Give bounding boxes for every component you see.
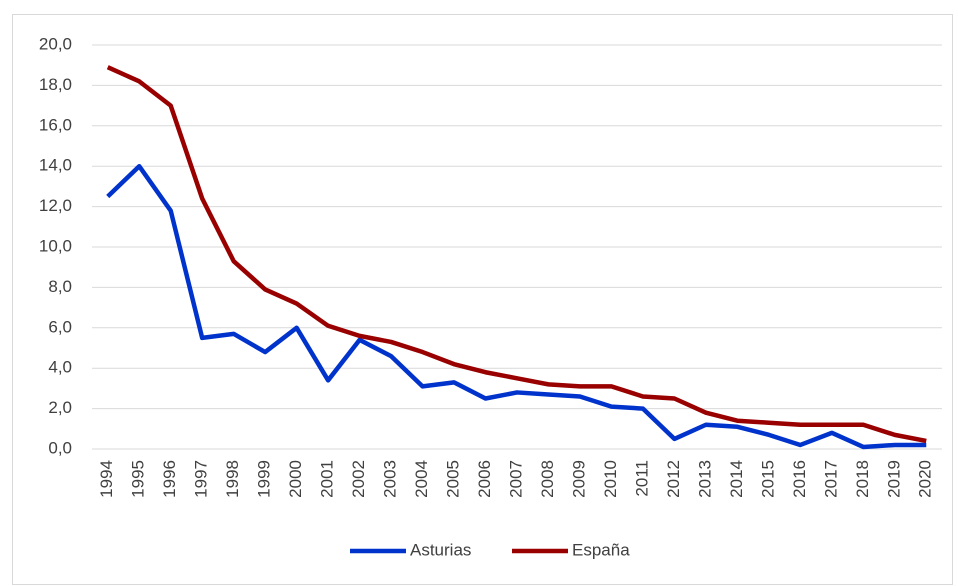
x-tick-label: 1994 <box>97 460 116 498</box>
legend-label: España <box>572 540 630 559</box>
series-line <box>106 65 927 444</box>
chart-border <box>12 14 953 585</box>
x-tick-label: 2010 <box>601 460 620 498</box>
x-tick-label: 2014 <box>727 460 746 498</box>
y-tick-label: 8,0 <box>48 277 72 296</box>
y-tick-label: 18,0 <box>39 75 72 94</box>
x-tick-label: 1995 <box>129 460 148 498</box>
y-tick-label: 20,0 <box>39 34 72 53</box>
x-tick-label: 2018 <box>853 460 872 498</box>
x-tick-label: 2008 <box>538 460 557 498</box>
x-tick-label: 1998 <box>223 460 242 498</box>
x-tick-label: 2000 <box>286 460 305 498</box>
x-tick-label: 1996 <box>160 460 179 498</box>
x-tick-label: 2017 <box>821 460 840 498</box>
y-tick-label: 14,0 <box>39 156 72 175</box>
x-tick-label: 2001 <box>318 460 337 498</box>
series-line <box>106 163 927 450</box>
x-tick-label: 1997 <box>192 460 211 498</box>
x-tick-label: 2004 <box>412 460 431 498</box>
x-tick-label: 2011 <box>632 460 651 497</box>
x-tick-label: 2019 <box>884 460 903 498</box>
y-tick-label: 16,0 <box>39 115 72 134</box>
y-tick-label: 12,0 <box>39 196 72 215</box>
x-tick-label: 2009 <box>569 460 588 498</box>
x-tick-label: 2002 <box>349 460 368 498</box>
y-tick-label: 2,0 <box>48 398 72 417</box>
x-tick-label: 2005 <box>444 460 463 498</box>
x-tick-label: 2015 <box>758 460 777 498</box>
x-tick-label: 2007 <box>506 460 525 498</box>
legend-label: Asturias <box>410 540 471 559</box>
y-tick-label: 4,0 <box>48 358 72 377</box>
x-tick-label: 2006 <box>475 460 494 498</box>
x-tick-label: 2013 <box>695 460 714 498</box>
x-tick-label: 2003 <box>381 460 400 498</box>
x-tick-label: 2016 <box>790 460 809 498</box>
y-tick-label: 6,0 <box>48 317 72 336</box>
x-tick-label: 2020 <box>916 460 935 498</box>
x-tick-label: 1999 <box>255 460 274 498</box>
y-tick-label: 0,0 <box>48 438 72 457</box>
y-tick-label: 10,0 <box>39 236 72 255</box>
x-tick-label: 2012 <box>664 460 683 498</box>
